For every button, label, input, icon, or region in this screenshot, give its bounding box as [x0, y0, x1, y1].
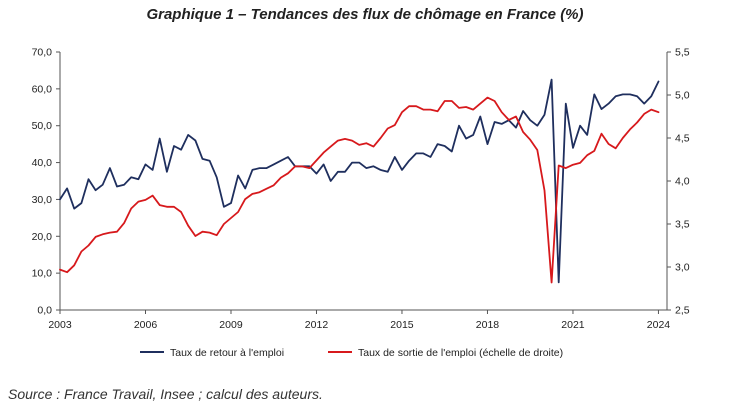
y-right-tick-label: 5,5	[675, 47, 690, 59]
x-tick-label: 2003	[48, 319, 72, 331]
y-right-tick-label: 3,0	[675, 262, 690, 274]
axes-layer: 0,0 10,0 20,0 30,0 40,0 50,0 60,0 70,0 2,5 3,0 3,5…	[32, 47, 690, 332]
legend-retour-label: Taux de retour à l'emploi	[170, 347, 284, 359]
x-tick-label: 2015	[390, 319, 414, 331]
x-tick-label: 2009	[219, 319, 243, 331]
y-right-tick-label: 2,5	[675, 305, 690, 317]
y-left-tick-label: 20,0	[32, 231, 53, 243]
y-left-tick-label: 50,0	[32, 120, 53, 132]
y-right-tick-label: 4,0	[675, 176, 690, 188]
x-tick-label: 2018	[476, 319, 500, 331]
legend: Taux de retour à l'emploi Taux de sortie …	[140, 347, 563, 359]
y-left-tick-label: 30,0	[32, 194, 53, 206]
x-tick-label: 2024	[647, 319, 671, 331]
y-right-tick-label: 5,0	[675, 90, 690, 102]
y-left-tick-label: 10,0	[32, 268, 53, 280]
source-note: Source : France Travail, Insee ; calcul …	[8, 386, 323, 402]
y-left-tick-label: 60,0	[32, 83, 53, 95]
series-layer	[59, 78, 660, 284]
y-left-tick-label: 40,0	[32, 157, 53, 169]
series-line-retour-emploi	[59, 78, 660, 284]
chart-title: Graphique 1 – Tendances des flux de chôm…	[146, 6, 584, 23]
legend-sortie-label: Taux de sortie de l'emploi (échelle de d…	[358, 347, 563, 359]
y-right-tick-label: 3,5	[675, 219, 690, 231]
x-tick-label: 2012	[305, 319, 329, 331]
x-tick-label: 2021	[561, 319, 585, 331]
y-left-tick-label: 0,0	[37, 305, 52, 317]
series-line-sortie-emploi	[59, 96, 660, 284]
y-right-tick-label: 4,5	[675, 133, 690, 145]
x-tick-label: 2006	[134, 319, 158, 331]
y-left-tick-label: 70,0	[32, 47, 53, 59]
